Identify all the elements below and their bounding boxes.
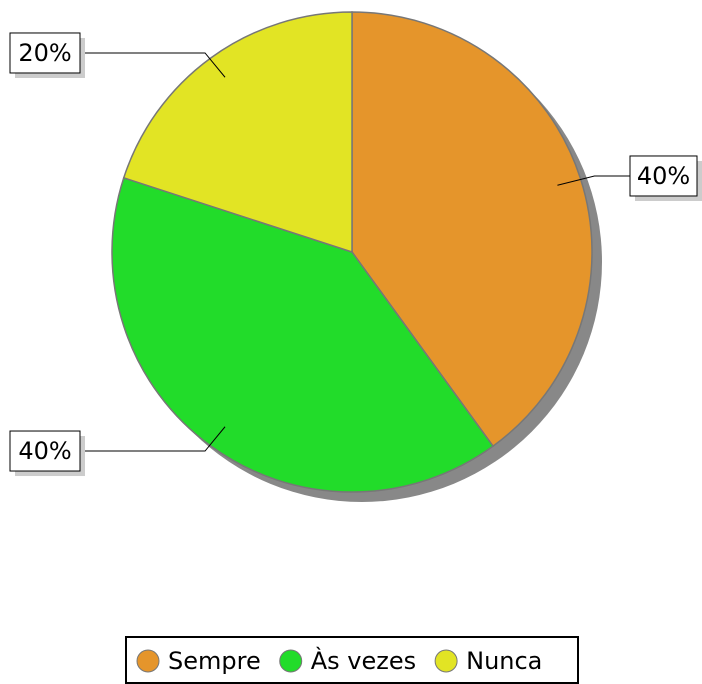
leader-line <box>557 175 630 186</box>
data-label: 40% <box>637 162 690 190</box>
leader-line <box>80 52 226 78</box>
pie-slice <box>351 11 593 448</box>
legend-swatch <box>279 649 303 673</box>
label-box <box>9 430 81 472</box>
legend-label: Às vezes <box>311 646 416 675</box>
label-box <box>9 32 81 74</box>
legend-label: Sempre <box>168 647 261 675</box>
label-box <box>629 155 698 197</box>
pie-slice <box>122 11 353 254</box>
legend-swatch <box>136 649 160 673</box>
data-label: 40% <box>18 437 71 465</box>
legend-label: Nunca <box>466 647 542 675</box>
legend-box <box>125 636 579 684</box>
pie-slice <box>111 176 495 493</box>
leader-line <box>80 426 226 452</box>
legend-swatch <box>434 649 458 673</box>
data-label: 20% <box>18 39 71 67</box>
